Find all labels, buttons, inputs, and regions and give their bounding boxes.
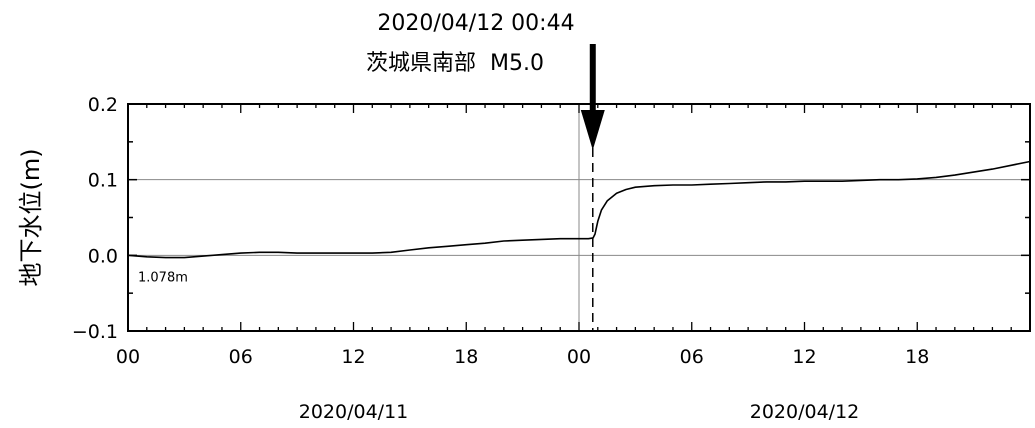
baseline-value-label: 1.078m [138,270,188,285]
x-tick-label: 00 [116,346,140,368]
x-tick-label: 12 [792,346,816,368]
groundwater-level-line [127,160,1031,259]
data-series [127,160,1031,259]
date-label: 2020/04/11 [299,401,409,423]
axis-labels: −0.1 0.0 0.1 0.2 00 06 12 18 00 06 12 18 2020/04/11 2… [17,94,929,423]
x-tick-label: 06 [680,346,704,368]
reference-lines [128,104,1030,331]
event-time-label: 2020/04/12 00:44 [377,11,574,36]
y-tick-label: 0.2 [88,94,118,116]
y-tick-label: 0.0 [88,245,118,267]
x-tick-label: 06 [229,346,253,368]
y-tick-label: 0.1 [88,170,118,192]
x-tick-label: 12 [341,346,365,368]
event-annotation: 2020/04/12 00:44 茨城県南部 M5.0 [366,11,605,331]
y-tick-label: −0.1 [72,321,118,343]
y-axis-label: 地下水位(m) [17,148,45,286]
event-description-label: 茨城県南部 M5.0 [366,51,544,76]
date-label: 2020/04/12 [750,401,860,423]
event-arrow-head [580,110,605,150]
x-tick-label: 18 [454,346,478,368]
x-tick-label: 18 [905,346,929,368]
x-tick-label: 00 [567,346,591,368]
axis-ticks [127,103,1031,332]
